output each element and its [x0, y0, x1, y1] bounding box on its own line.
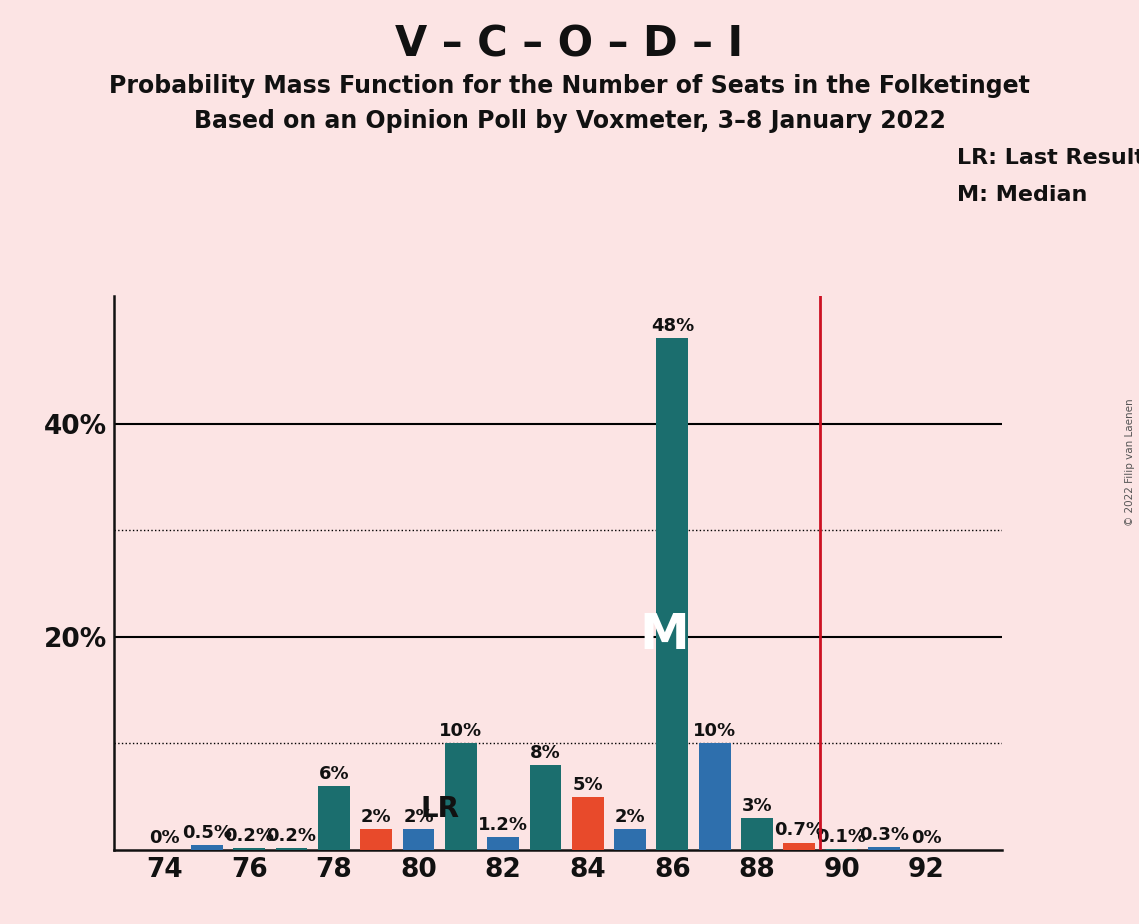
Bar — [445, 744, 477, 850]
Text: 5%: 5% — [573, 775, 603, 794]
Bar — [572, 796, 604, 850]
Text: 2%: 2% — [361, 808, 392, 825]
Text: 0%: 0% — [149, 829, 180, 847]
Text: M: Median: M: Median — [957, 185, 1087, 205]
Text: 3%: 3% — [741, 796, 772, 815]
Bar — [656, 338, 688, 850]
Text: 48%: 48% — [650, 317, 694, 335]
Bar — [318, 786, 350, 850]
Bar — [826, 849, 858, 850]
Text: 0.7%: 0.7% — [775, 821, 825, 839]
Text: 0.2%: 0.2% — [224, 827, 274, 845]
Text: LR: LR — [420, 796, 460, 823]
Bar — [487, 837, 519, 850]
Text: 0.2%: 0.2% — [267, 827, 317, 845]
Bar — [741, 818, 773, 850]
Text: V – C – O – D – I: V – C – O – D – I — [395, 23, 744, 65]
Bar — [403, 829, 434, 850]
Bar — [784, 843, 816, 850]
Text: LR: Last Result: LR: Last Result — [957, 148, 1139, 168]
Text: 6%: 6% — [319, 765, 350, 783]
Text: 10%: 10% — [440, 723, 483, 740]
Text: 10%: 10% — [693, 723, 736, 740]
Text: 1.2%: 1.2% — [478, 816, 528, 834]
Bar — [233, 848, 265, 850]
Text: Probability Mass Function for the Number of Seats in the Folketinget: Probability Mass Function for the Number… — [109, 74, 1030, 98]
Bar — [614, 829, 646, 850]
Bar — [699, 744, 730, 850]
Text: 0%: 0% — [911, 829, 942, 847]
Bar — [360, 829, 392, 850]
Text: © 2022 Filip van Laenen: © 2022 Filip van Laenen — [1125, 398, 1134, 526]
Text: 2%: 2% — [403, 808, 434, 825]
Text: 8%: 8% — [530, 744, 560, 761]
Bar — [191, 845, 223, 850]
Bar — [530, 765, 562, 850]
Text: 0.1%: 0.1% — [817, 828, 867, 845]
Text: M: M — [639, 611, 689, 659]
Bar — [868, 847, 900, 850]
Text: 0.3%: 0.3% — [859, 826, 909, 844]
Text: 2%: 2% — [615, 808, 646, 825]
Text: 0.5%: 0.5% — [182, 823, 232, 842]
Text: Based on an Opinion Poll by Voxmeter, 3–8 January 2022: Based on an Opinion Poll by Voxmeter, 3–… — [194, 109, 945, 133]
Bar — [276, 848, 308, 850]
